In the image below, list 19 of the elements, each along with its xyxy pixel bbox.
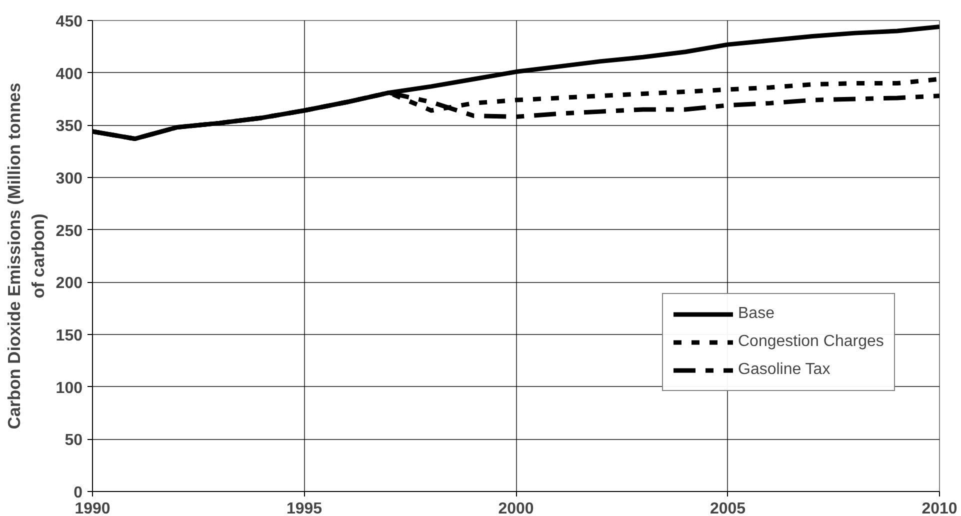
y-tick-label: 50	[64, 432, 83, 450]
y-tick-label: 0	[74, 484, 83, 502]
y-tick-label: 200	[56, 275, 83, 292]
y-tick-label: 300	[56, 170, 83, 188]
x-tick-label: 1995	[286, 500, 322, 516]
legend-label: Congestion Charges	[738, 333, 884, 351]
y-tick-label: 450	[56, 14, 83, 30]
x-tick-label: 2010	[922, 500, 958, 516]
y-tick-label: 250	[56, 222, 83, 240]
y-tick-label: 400	[56, 66, 83, 83]
y-tick-label: 150	[56, 328, 83, 344]
y-tick-label: 100	[56, 380, 83, 397]
x-tick-label: 1990	[74, 500, 110, 516]
legend-label: Base	[738, 305, 774, 323]
y-axis-title: Carbon Dioxide Emissions (Million tonnes of carbon)	[4, 82, 48, 430]
legend-label: Gasoline Tax	[738, 361, 830, 379]
x-tick-label: 2000	[498, 500, 534, 516]
x-tick-label: 2005	[710, 500, 746, 516]
y-tick-label: 350	[56, 118, 83, 136]
